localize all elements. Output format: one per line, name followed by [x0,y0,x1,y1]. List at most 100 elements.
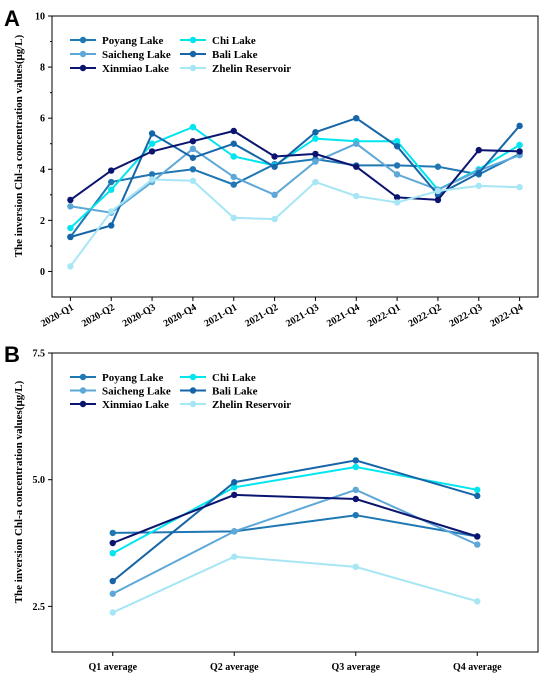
x-tick-label: 2022-Q3 [448,302,485,330]
x-tick-label: 2020-Q2 [80,302,117,330]
data-point [230,127,237,135]
data-point [148,140,156,147]
x-tick-label: Q4 average [453,662,502,673]
x-tick-label: Q3 average [331,662,380,673]
series-zhelin-reservoir [67,176,523,270]
x-tick-label: 2020-Q4 [162,302,199,330]
data-point [352,511,359,519]
data-point [230,181,237,188]
legend-marker [79,400,87,408]
data-point [230,173,237,181]
data-point [271,163,278,170]
series-line [70,142,520,214]
data-point [475,182,482,190]
legend-marker [79,373,87,381]
x-tick-label: 2021-Q1 [202,302,239,330]
x-tick-label: 2022-Q2 [407,302,444,330]
data-point [189,123,197,131]
series-line [69,129,520,201]
legend-marker [189,50,197,58]
legend-entry: Poyang Lake [70,35,164,47]
legend-label: Xinmiao Lake [102,63,169,75]
plot-frame [51,15,539,298]
data-point [271,215,278,223]
data-point [352,457,359,464]
series-zhelin-reservoir [109,553,481,616]
panel-b-label: B [4,342,20,367]
data-point [352,563,359,571]
y-tick-label: 4 [40,165,45,176]
legend-marker [79,36,87,44]
series-saicheng-lake [109,486,481,597]
data-point [189,154,197,161]
x-tick-label: 2021-Q4 [325,302,362,330]
legend-entry: Zhelin Reservoir [180,63,291,75]
data-point [271,153,278,160]
data-point [231,491,238,499]
panel-a: A The inversion Chl-a concentration valu… [4,6,539,330]
data-point [231,484,238,491]
legend-entry: Poyang Lake [70,372,164,384]
x-tick-label: 2021-Q3 [284,302,321,330]
data-point [312,178,319,186]
data-point [434,163,442,170]
panel-a-y-axis-label: The inversion Chl-a concentration values… [13,34,25,257]
data-point [108,208,115,215]
data-point [393,137,401,145]
legend-entry: Chi Lake [180,35,256,47]
data-point [393,171,401,178]
data-point [393,199,401,206]
series-line [112,555,478,614]
legend-label: Poyang Lake [102,372,164,384]
legend-label: Poyang Lake [102,35,164,47]
legend-label: Bali Lake [212,386,258,398]
data-point [109,590,116,597]
data-point [230,214,237,222]
legend-label: Zhelin Reservoir [212,399,291,411]
data-point [231,479,238,486]
y-tick-label: 0 [40,267,45,278]
data-point [67,203,74,210]
legend-marker [79,64,87,72]
y-tick-label: 5.0 [33,475,46,486]
data-point [516,183,523,191]
series-bali-lake [109,457,481,585]
y-tick-label: 8 [40,63,45,74]
x-tick-label: 2022-Q1 [366,302,403,330]
data-point [109,577,116,585]
legend-marker [189,64,197,72]
legend-entry: Chi Lake [180,372,256,384]
y-tick-label: 6 [40,114,45,125]
data-point [189,137,197,145]
data-point [109,529,116,537]
legend-label: Saicheng Lake [102,386,171,398]
data-point [108,222,115,229]
y-tick-label: 2 [40,216,45,227]
data-point [353,140,360,147]
data-point [231,553,238,560]
data-point [108,167,115,174]
data-point [475,169,482,177]
legend-label: Saicheng Lake [102,49,171,61]
series-line [69,153,521,238]
x-tick-label: 2020-Q3 [121,302,158,330]
panel-b-y-axis-label: The inversion Chl-a concentration values… [13,380,25,603]
data-point [393,194,401,201]
legend-label: Chi Lake [212,35,256,47]
legend-entry: Saicheng Lake [70,386,171,398]
data-point [516,122,523,130]
legend-marker [189,400,197,408]
data-point [148,148,156,155]
data-point [67,263,74,270]
data-point [474,541,481,548]
data-point [353,192,360,200]
data-point [312,129,319,136]
data-point [148,176,156,183]
data-point [108,186,115,193]
legend-label: Xinmiao Lake [102,399,169,411]
data-point [67,224,74,232]
data-point [271,191,278,199]
data-point [352,463,359,471]
data-point [312,135,319,142]
legend-marker [79,387,87,394]
